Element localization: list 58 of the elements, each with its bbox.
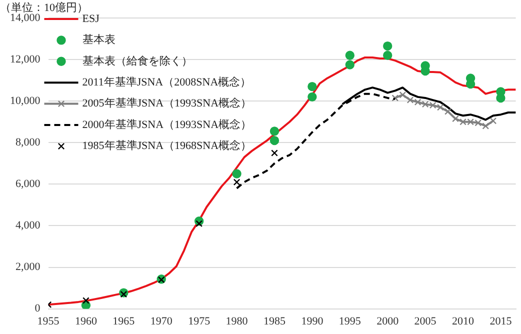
x-tick-label: 1970 <box>150 315 173 328</box>
point <box>467 118 474 126</box>
point <box>414 98 422 106</box>
y-tick-label: 4,000 <box>16 220 41 232</box>
legend-label: 2011年基準JSNA（2008SNA概念） <box>82 75 252 88</box>
legend-label: 1985年基準JSNA（1968SNA概念） <box>82 139 252 152</box>
y-tick-label: 8,000 <box>16 136 41 149</box>
point <box>383 41 392 51</box>
point <box>345 60 354 70</box>
y-axis-title: （単位：10億円） <box>0 0 88 14</box>
point <box>82 297 90 304</box>
point <box>474 119 482 126</box>
point <box>232 169 242 178</box>
x-tick-label: 1955 <box>37 315 60 328</box>
point <box>308 82 317 92</box>
point <box>196 220 202 228</box>
x-tick-label: 2010 <box>452 315 475 328</box>
x-tick-label: 1995 <box>338 315 362 328</box>
legend-label: 2000年基準JSNA（1993SNA概念） <box>82 118 252 131</box>
point <box>233 178 240 186</box>
point <box>482 122 490 130</box>
point <box>383 50 392 60</box>
legend-label: 2005年基準JSNA（1993SNA概念） <box>82 96 252 110</box>
point <box>271 150 278 156</box>
point <box>406 96 414 104</box>
point <box>444 108 452 115</box>
point <box>392 94 399 102</box>
point <box>270 136 280 146</box>
legend-label: 基本表 <box>82 33 116 46</box>
point <box>452 115 459 122</box>
x-tick-label: 1975 <box>188 315 211 328</box>
point <box>120 290 128 298</box>
point <box>429 102 436 109</box>
y-tick-label: 14,000 <box>10 12 41 24</box>
x-tick-label: 1980 <box>226 315 248 328</box>
point <box>490 117 497 124</box>
y-tick-label: 0 <box>34 302 41 315</box>
x-tick-label: 1965 <box>112 315 136 328</box>
legend-label: ESJ <box>82 12 100 25</box>
point <box>270 126 280 136</box>
point <box>496 93 506 103</box>
y-tick-label: 6,000 <box>16 178 41 190</box>
y-tick-label: 2,000 <box>16 261 41 274</box>
x-tick-label: 1990 <box>301 315 324 328</box>
point <box>436 104 444 111</box>
x-tick-label: 2000 <box>376 315 400 328</box>
point <box>399 91 406 98</box>
x-tick-label: 2005 <box>414 315 437 328</box>
x-tick-label: 1960 <box>74 315 98 328</box>
point <box>460 118 466 126</box>
point <box>422 100 429 108</box>
y-tick-label: 12,000 <box>10 53 41 66</box>
x-tick-label: 2015 <box>490 315 512 328</box>
y-tick-label: 10,000 <box>10 94 41 107</box>
legend-label: 基本表（給食を除く） <box>82 54 192 68</box>
x-tick-label: 1985 <box>263 315 286 328</box>
point <box>345 50 354 60</box>
point <box>308 92 317 102</box>
